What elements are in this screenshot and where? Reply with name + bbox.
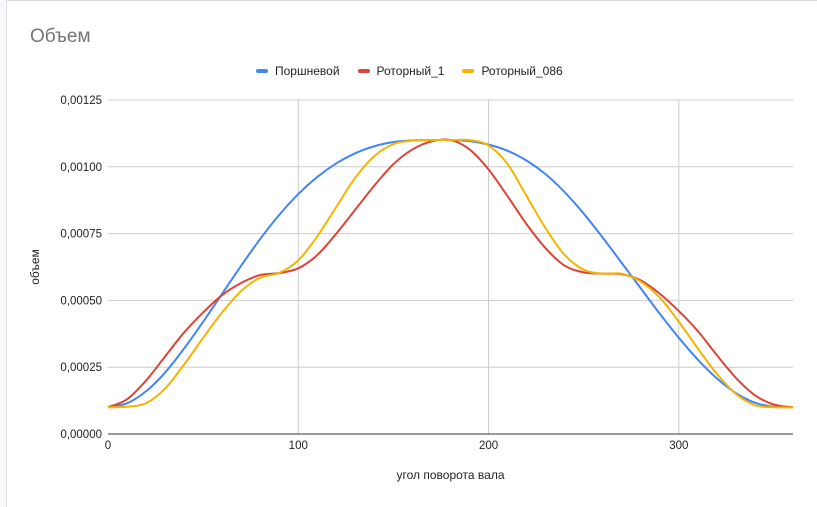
legend-label: Роторный_1 [376, 64, 445, 78]
legend-swatch [256, 69, 268, 73]
x-tick-label: 200 [479, 440, 498, 452]
legend-swatch [462, 69, 475, 73]
x-axis-ticks: 0 100 200 300 [105, 440, 689, 452]
legend-swatch [357, 69, 370, 73]
y-tick-label: 0,00000 [60, 429, 102, 441]
legend-item-rotorny-1[interactable]: Роторный_1 [357, 64, 445, 78]
y-tick-label: 0,00100 [60, 162, 102, 174]
x-tick-label: 0 [105, 440, 111, 452]
series-lines[interactable] [107, 138, 794, 409]
y-axis-ticks: 0,00000 0,00025 0,00050 0,00075 0,00100 0,001… [60, 95, 102, 441]
series-line-rotorny-086[interactable] [107, 138, 794, 409]
y-tick-label: 0,00075 [60, 229, 102, 241]
x-tick-label: 100 [289, 440, 308, 452]
y-tick-label: 0,00050 [60, 295, 102, 307]
y-axis-title: объем [28, 249, 42, 285]
legend-label: Поршневой [275, 64, 340, 78]
chart-legend[interactable]: Поршневой Роторный_1 Роторный_086 [256, 63, 581, 79]
legend-item-porshnevoy[interactable]: Поршневой [256, 64, 340, 78]
legend-item-rotorny-086[interactable]: Роторный_086 [462, 64, 563, 78]
x-axis-title: угол поворота вала [397, 468, 505, 482]
sheet-edge [0, 0, 7, 507]
legend-label: Роторный_086 [481, 64, 563, 78]
y-tick-label: 0,00125 [60, 95, 102, 107]
x-tick-label: 300 [669, 440, 688, 452]
chart-title[interactable]: Объем [30, 26, 91, 47]
gridlines [108, 99, 793, 434]
y-tick-label: 0,00025 [60, 362, 102, 374]
